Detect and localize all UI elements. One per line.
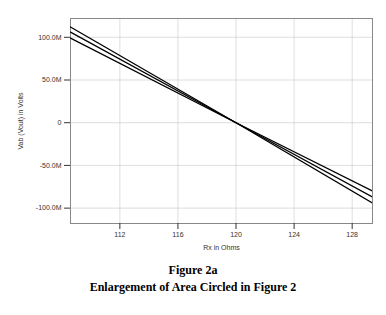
html-text:Enlargement of Area Circled in: Enlargement of Area Circled in Figure 2 — [89, 280, 297, 294]
svg-text:-100.0M: -100.0M — [36, 204, 62, 211]
html-text:Figure 2a: Figure 2a — [168, 263, 218, 277]
svg-text:124: 124 — [288, 231, 300, 238]
svg-text:116: 116 — [172, 231, 183, 238]
svg-text:-50.0M: -50.0M — [40, 162, 62, 169]
svg-text:Vab (Vout) in Volts: Vab (Vout) in Volts — [17, 92, 25, 150]
svg-text:50.0M: 50.0M — [42, 76, 62, 83]
svg-text:Rx in Ohms: Rx in Ohms — [203, 244, 240, 251]
svg-text:120: 120 — [230, 231, 242, 238]
svg-text:0: 0 — [58, 119, 62, 126]
svg-text:100.0M: 100.0M — [38, 34, 62, 41]
svg-text:128: 128 — [346, 231, 358, 238]
svg-text:112: 112 — [114, 231, 125, 238]
